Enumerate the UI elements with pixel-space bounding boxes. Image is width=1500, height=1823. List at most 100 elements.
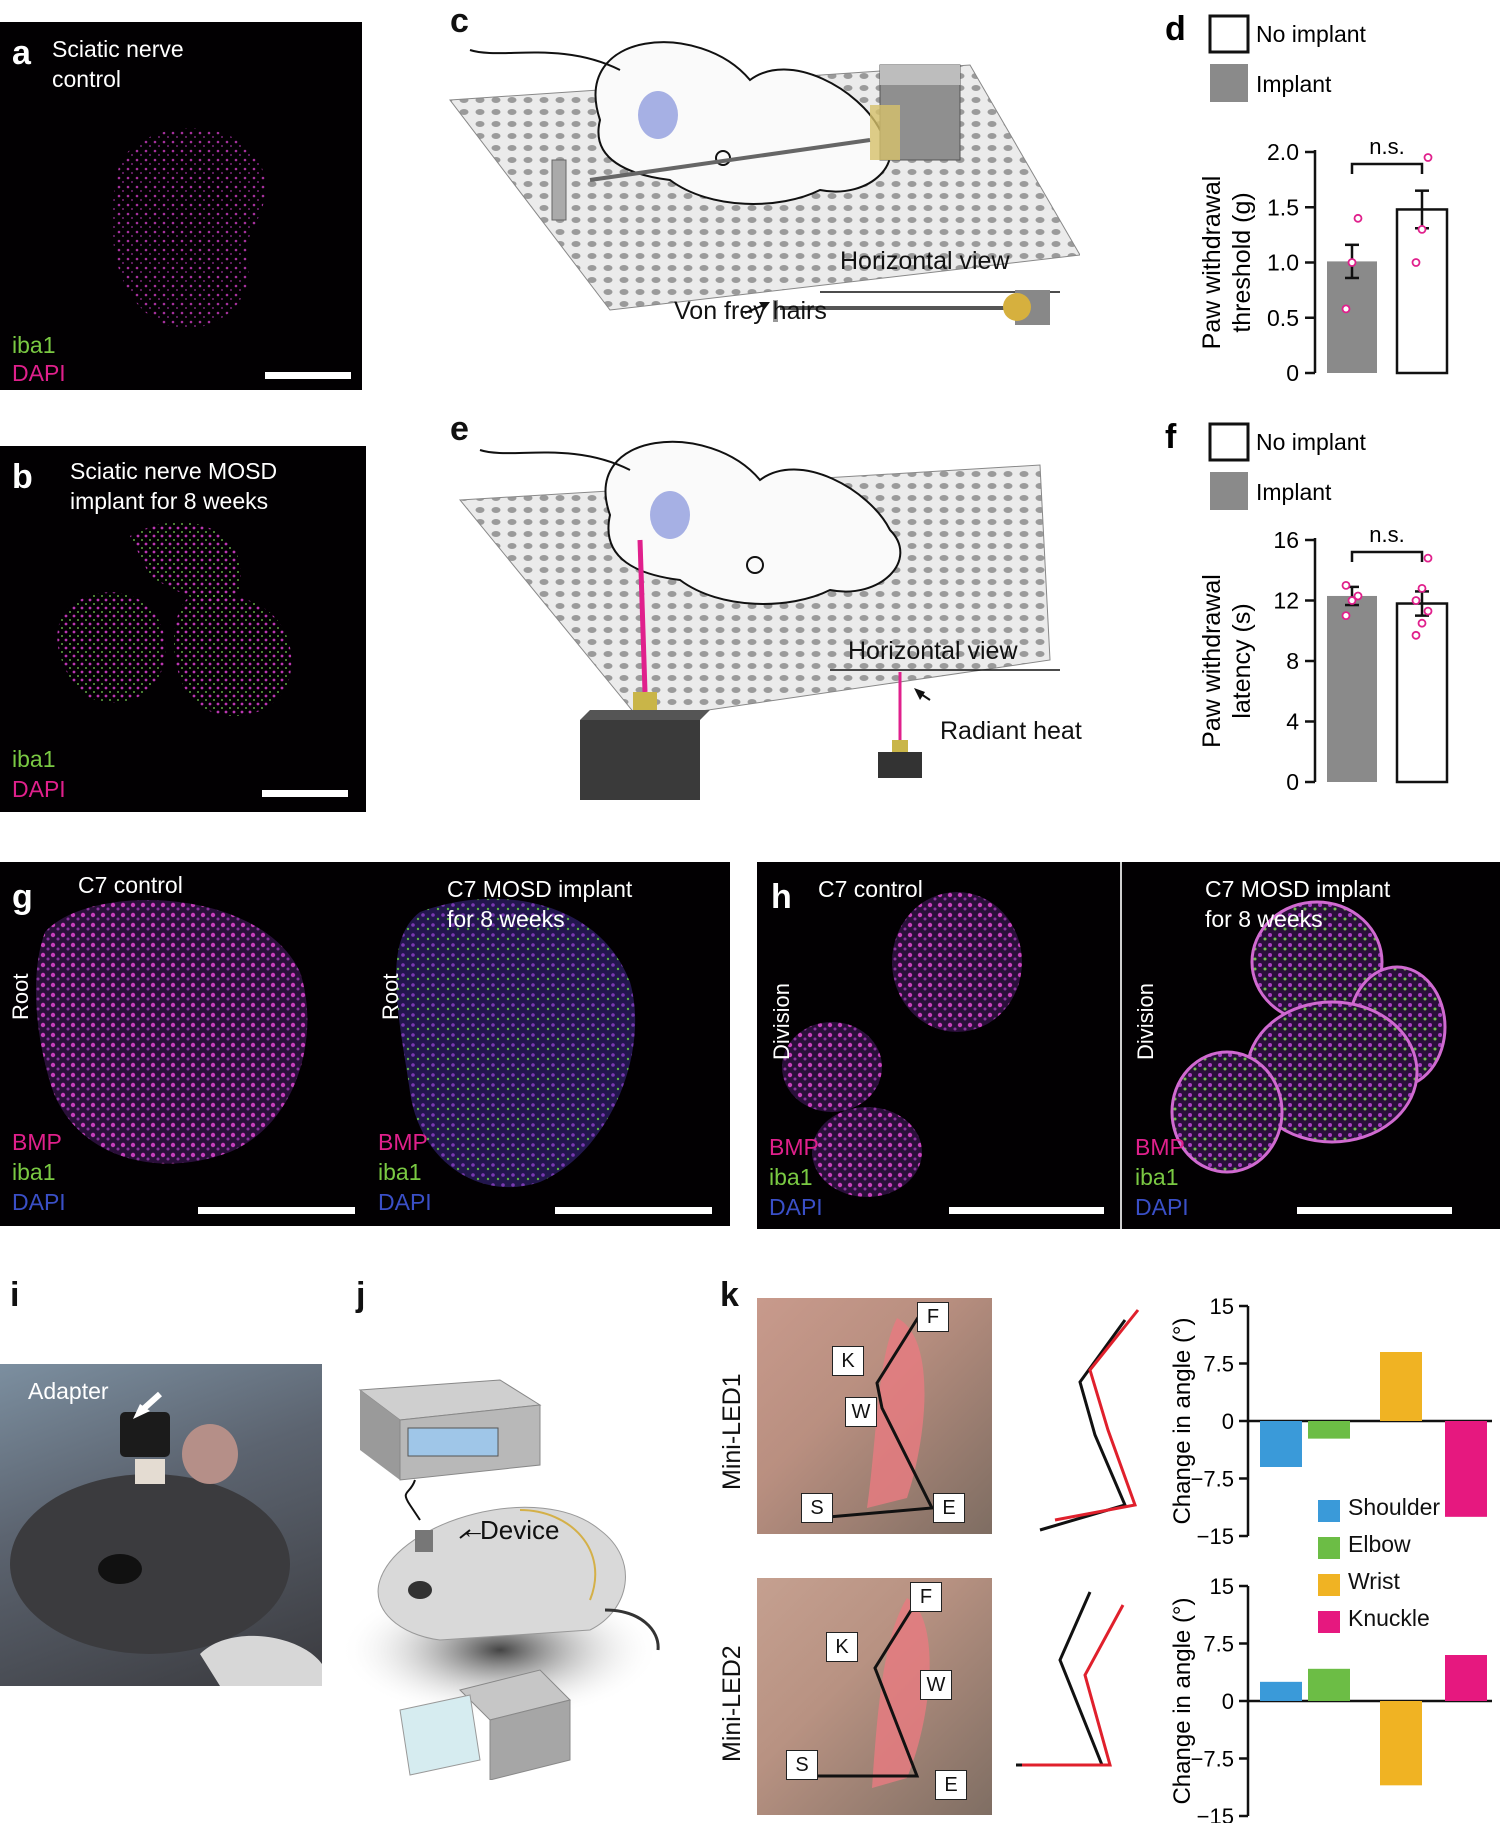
stick-figure-led2 xyxy=(1016,1591,1125,1767)
joint-label-e: E xyxy=(935,1770,967,1800)
panel-a-micrograph: a Sciatic nerve control iba1 DAPI xyxy=(0,22,362,390)
bar-knuckle xyxy=(1445,1655,1487,1701)
y-tick-label: −7.5 xyxy=(1191,1747,1234,1772)
device-label: Device xyxy=(480,1515,560,1545)
panel-a-title-line1: Sciatic nerve xyxy=(52,36,184,62)
panel-g-right-side-label: Root xyxy=(378,973,403,1020)
panel-g-micrograph: g C7 control C7 MOSD implant for 8 weeks… xyxy=(0,862,730,1226)
panel-b-title-line2: implant for 8 weeks xyxy=(70,488,269,514)
y-tick-label: 7.5 xyxy=(1203,1352,1234,1377)
device-arrow: ← xyxy=(460,1514,486,1544)
legend-iba1: iba1 xyxy=(1135,1164,1179,1190)
stick-figure-led1 xyxy=(1039,1309,1140,1532)
y-tick-label: 12 xyxy=(1273,588,1299,614)
legend-label-implant: Implant xyxy=(1256,479,1332,505)
legend-iba1: iba1 xyxy=(12,332,56,358)
panel-g-right-title-line1: C7 MOSD implant xyxy=(447,876,633,902)
y-tick-label: 15 xyxy=(1210,1294,1234,1319)
panel-g-left-title: C7 control xyxy=(78,872,183,898)
y-axis-label-group: Change in angle (°) xyxy=(1169,1597,1196,1804)
joint-label-k: K xyxy=(832,1346,864,1376)
legend-label-shoulder: Shoulder xyxy=(1348,1494,1441,1520)
legend-dapi: DAPI xyxy=(12,776,66,802)
panel-g-right-title-line2: for 8 weeks xyxy=(447,906,565,932)
significance-bracket xyxy=(1350,162,1424,174)
bar-shoulder xyxy=(1260,1681,1302,1701)
scale-bar xyxy=(949,1207,1104,1214)
y-tick-label: 15 xyxy=(1210,1574,1234,1599)
data-point xyxy=(1347,258,1357,267)
panel-c-view-label: Horizontal view xyxy=(840,247,1010,275)
panel-e-pointer-label: Radiant heat xyxy=(940,717,1082,745)
panel-e-view-label: Horizontal view xyxy=(848,637,1018,665)
data-point xyxy=(1423,606,1433,616)
bar-no-implant xyxy=(1395,602,1449,784)
y-axis-label: Paw withdrawal threshold (g) xyxy=(1198,176,1256,350)
panel-h-right-title-line1: C7 MOSD implant xyxy=(1205,876,1391,902)
data-point xyxy=(1341,580,1351,590)
wireless-setup-schematic xyxy=(340,1379,660,1780)
legend-dapi: DAPI xyxy=(769,1194,823,1220)
data-point xyxy=(1341,611,1351,621)
y-tick-label: 0 xyxy=(1286,360,1299,386)
legend-swatch-implant xyxy=(1210,472,1248,510)
scale-bar xyxy=(555,1207,712,1214)
von-frey-schematic xyxy=(449,41,1080,325)
joint-label-k: K xyxy=(826,1632,858,1662)
panel-e-letter: e xyxy=(450,410,469,448)
radiant-heat-schematic xyxy=(458,440,1060,800)
bar-knuckle xyxy=(1445,1421,1487,1517)
c7-root-sections-image xyxy=(35,898,636,1188)
bar-shoulder xyxy=(1260,1421,1302,1467)
nerve-section-image xyxy=(112,128,266,329)
panel-h-right-side-label: Division xyxy=(1133,982,1158,1060)
data-point xyxy=(1417,583,1427,593)
y-axis-label-line1: Paw withdrawal xyxy=(1198,176,1226,350)
data-point xyxy=(1417,618,1427,628)
legend-dapi: DAPI xyxy=(12,1189,66,1215)
scale-bar xyxy=(262,790,348,797)
legend-swatch-elbow xyxy=(1318,1537,1340,1559)
y-tick-label: 7.5 xyxy=(1203,1632,1234,1657)
legend-label-wrist: Wrist xyxy=(1348,1568,1400,1594)
panel-h-micrograph: h C7 control C7 MOSD implant for 8 weeks… xyxy=(757,862,1500,1229)
row2-label: Mini-LED2 xyxy=(718,1645,746,1762)
data-point xyxy=(1353,213,1363,223)
y-tick-label: 2.0 xyxy=(1267,139,1299,165)
legend-swatch-no-implant xyxy=(1208,14,1250,54)
y-tick-label: 0.5 xyxy=(1267,305,1299,331)
panel-a-letter: a xyxy=(12,34,31,72)
joint-label-f: F xyxy=(910,1582,942,1612)
significance-bracket xyxy=(1350,550,1424,562)
data-point xyxy=(1417,224,1427,234)
legend-swatch-no-implant xyxy=(1208,422,1250,462)
joint-label-e: E xyxy=(933,1493,965,1523)
legend-iba1: iba1 xyxy=(378,1159,422,1185)
adapter-label: Adapter xyxy=(28,1378,109,1404)
y-tick-label: 1.0 xyxy=(1267,250,1299,276)
legend-iba1: iba1 xyxy=(12,746,56,772)
mouse-with-adapter-image xyxy=(10,1391,322,1686)
y-tick-label: −7.5 xyxy=(1191,1467,1234,1492)
significance-label: n.s. xyxy=(1369,522,1404,547)
joint-label-f: F xyxy=(917,1302,949,1332)
legend-label-elbow: Elbow xyxy=(1348,1531,1411,1557)
scale-bar xyxy=(1297,1207,1452,1214)
legend-label-knuckle: Knuckle xyxy=(1348,1605,1430,1631)
panel-h-left-side-label: Division xyxy=(769,982,794,1060)
panel-g-letter: g xyxy=(12,878,33,916)
legend-dapi: DAPI xyxy=(12,360,66,386)
forelimb-image xyxy=(787,1595,930,1788)
data-point xyxy=(1411,630,1421,640)
data-point xyxy=(1411,258,1421,267)
joint-label-s: S xyxy=(801,1493,833,1523)
nerve-section-image xyxy=(57,522,292,716)
panel-d-letter: d xyxy=(1165,10,1186,48)
panel-c-pointer-label: Von frey hairs xyxy=(674,297,827,325)
y-tick-label: 0 xyxy=(1222,1689,1234,1714)
legend-swatch-knuckle xyxy=(1318,1611,1340,1633)
mouse-photo: Adapter xyxy=(0,1364,322,1686)
data-point xyxy=(1347,596,1357,605)
